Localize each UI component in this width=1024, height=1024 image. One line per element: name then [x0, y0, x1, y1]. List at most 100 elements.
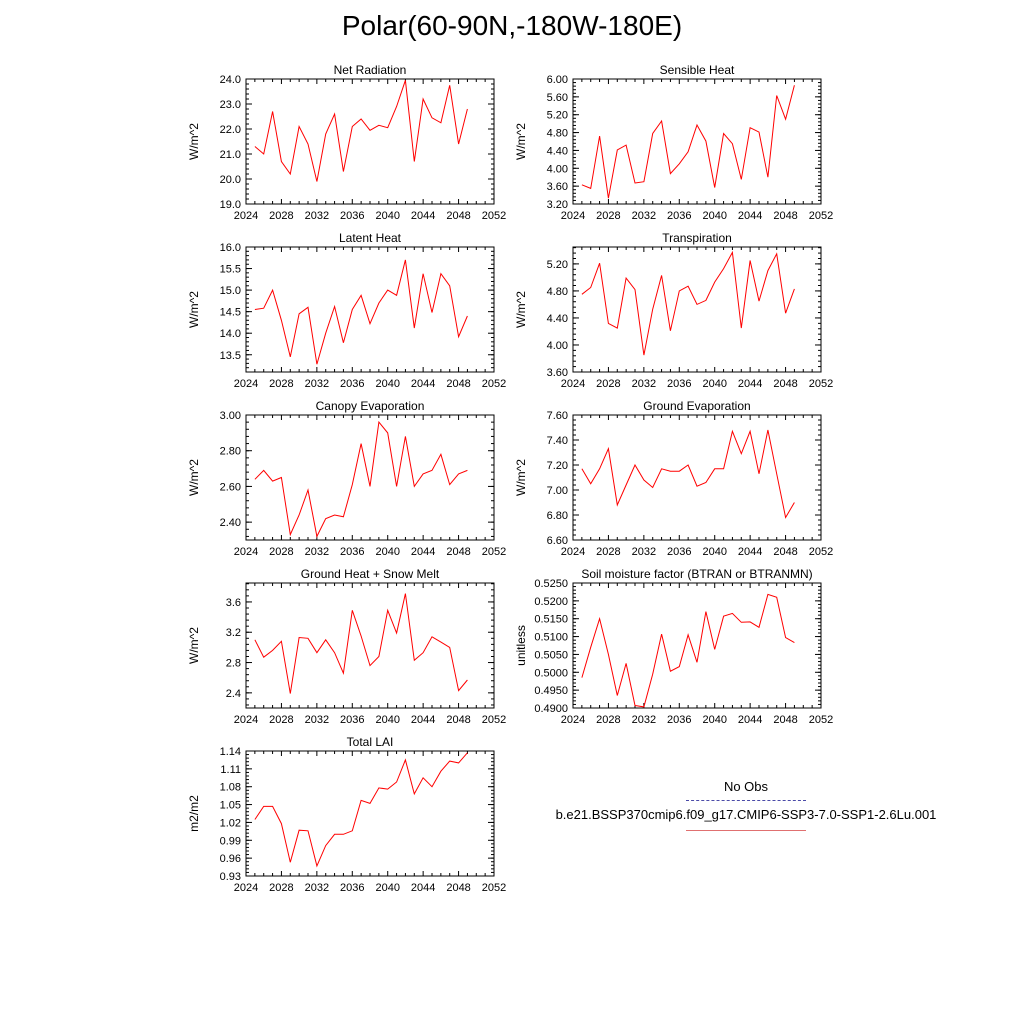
data-point [458, 143, 459, 144]
panel-title: Latent Heat [339, 231, 402, 245]
x-tick-label: 2028 [269, 714, 293, 726]
data-point [361, 800, 362, 801]
y-tick-label: 14.5 [220, 307, 241, 319]
data-point [281, 320, 282, 321]
data-point [767, 594, 768, 595]
data-point [634, 705, 635, 706]
data-point [352, 309, 353, 310]
x-tick-label: 2024 [561, 210, 585, 222]
y-tick-label: 0.5000 [534, 667, 568, 679]
x-tick-label: 2048 [446, 210, 470, 222]
y-tick-label: 16.0 [220, 242, 241, 254]
data-point [440, 273, 441, 274]
data-point [785, 313, 786, 314]
y-tick-label: 1.02 [220, 817, 241, 829]
y-tick-label: 5.20 [547, 110, 568, 122]
y-tick-label: 14.0 [220, 328, 241, 340]
data-point [299, 830, 300, 831]
y-tick-label: 4.80 [547, 128, 568, 140]
data-point [643, 479, 644, 480]
data-point [634, 464, 635, 465]
data-point [396, 632, 397, 633]
data-point [440, 641, 441, 642]
data-point [396, 295, 397, 296]
data-point [334, 834, 335, 835]
x-tick-label: 2024 [234, 210, 258, 222]
x-tick-label: 2028 [596, 714, 620, 726]
chart-panel-6: Ground Evaporation W/m^2 2024 2028 2032 2036 2… [514, 399, 833, 558]
x-tick-label: 2052 [809, 378, 833, 390]
x-tick-label: 2044 [738, 546, 762, 558]
y-tick-label: 7.60 [547, 410, 568, 422]
data-point [396, 781, 397, 782]
y-tick-label: 0.5100 [534, 632, 568, 644]
x-tick-label: 2036 [340, 714, 364, 726]
data-point [458, 690, 459, 691]
chart-panel-7: Ground Heat + Snow Melt W/m^2 2024 2028 2032… [187, 567, 506, 726]
data-point [599, 618, 600, 619]
data-point [643, 706, 644, 707]
x-tick-label: 2024 [561, 546, 585, 558]
data-point [378, 787, 379, 788]
data-point [405, 436, 406, 437]
x-tick-label: 2040 [375, 546, 399, 558]
x-tick-label: 2048 [446, 378, 470, 390]
data-point [316, 364, 317, 365]
data-point [679, 163, 680, 164]
x-tick-label: 2040 [702, 714, 726, 726]
data-point [661, 275, 662, 276]
data-point [608, 323, 609, 324]
x-tick-label: 2028 [596, 210, 620, 222]
data-point [590, 188, 591, 189]
data-point [290, 862, 291, 863]
y-axis-label: W/m^2 [514, 123, 528, 160]
x-tick-label: 2052 [482, 546, 506, 558]
y-tick-label: 3.60 [547, 181, 568, 193]
x-tick-label: 2052 [482, 882, 506, 894]
x-tick-label: 2044 [738, 714, 762, 726]
y-tick-label: 3.00 [220, 410, 241, 422]
data-point [750, 621, 751, 622]
data-point [599, 263, 600, 264]
y-tick-label: 3.20 [547, 199, 568, 211]
y-tick-label: 4.40 [547, 145, 568, 157]
data-point [670, 330, 671, 331]
x-tick-label: 2028 [596, 546, 620, 558]
y-tick-label: 1.11 [220, 764, 241, 776]
data-point [723, 133, 724, 134]
x-tick-label: 2028 [596, 378, 620, 390]
y-tick-label: 7.00 [547, 485, 568, 497]
data-point [378, 302, 379, 303]
data-point [272, 290, 273, 291]
data-point [325, 333, 326, 334]
data-point [343, 673, 344, 674]
data-point [590, 483, 591, 484]
data-point [423, 777, 424, 778]
data-point [423, 652, 424, 653]
data-point [325, 639, 326, 640]
data-point [281, 161, 282, 162]
x-tick-label: 2052 [482, 714, 506, 726]
panel-title: Transpiration [662, 231, 732, 245]
data-point [608, 448, 609, 449]
data-point [723, 268, 724, 269]
data-point [705, 611, 706, 612]
x-tick-label: 2036 [340, 882, 364, 894]
data-point [705, 140, 706, 141]
data-point [281, 641, 282, 642]
y-tick-label: 3.6 [226, 597, 241, 609]
plot-frame [245, 246, 495, 373]
y-tick-label: 1.14 [220, 746, 241, 758]
data-point [741, 179, 742, 180]
legend-case-swatch [686, 830, 806, 831]
data-point [617, 504, 618, 505]
data-point [352, 484, 353, 485]
y-tick-label: 2.80 [220, 446, 241, 458]
data-point [325, 518, 326, 519]
data-point [776, 95, 777, 96]
data-point [316, 536, 317, 537]
x-tick-label: 2032 [305, 882, 329, 894]
data-point [263, 308, 264, 309]
x-tick-label: 2040 [375, 882, 399, 894]
data-point [599, 136, 600, 137]
